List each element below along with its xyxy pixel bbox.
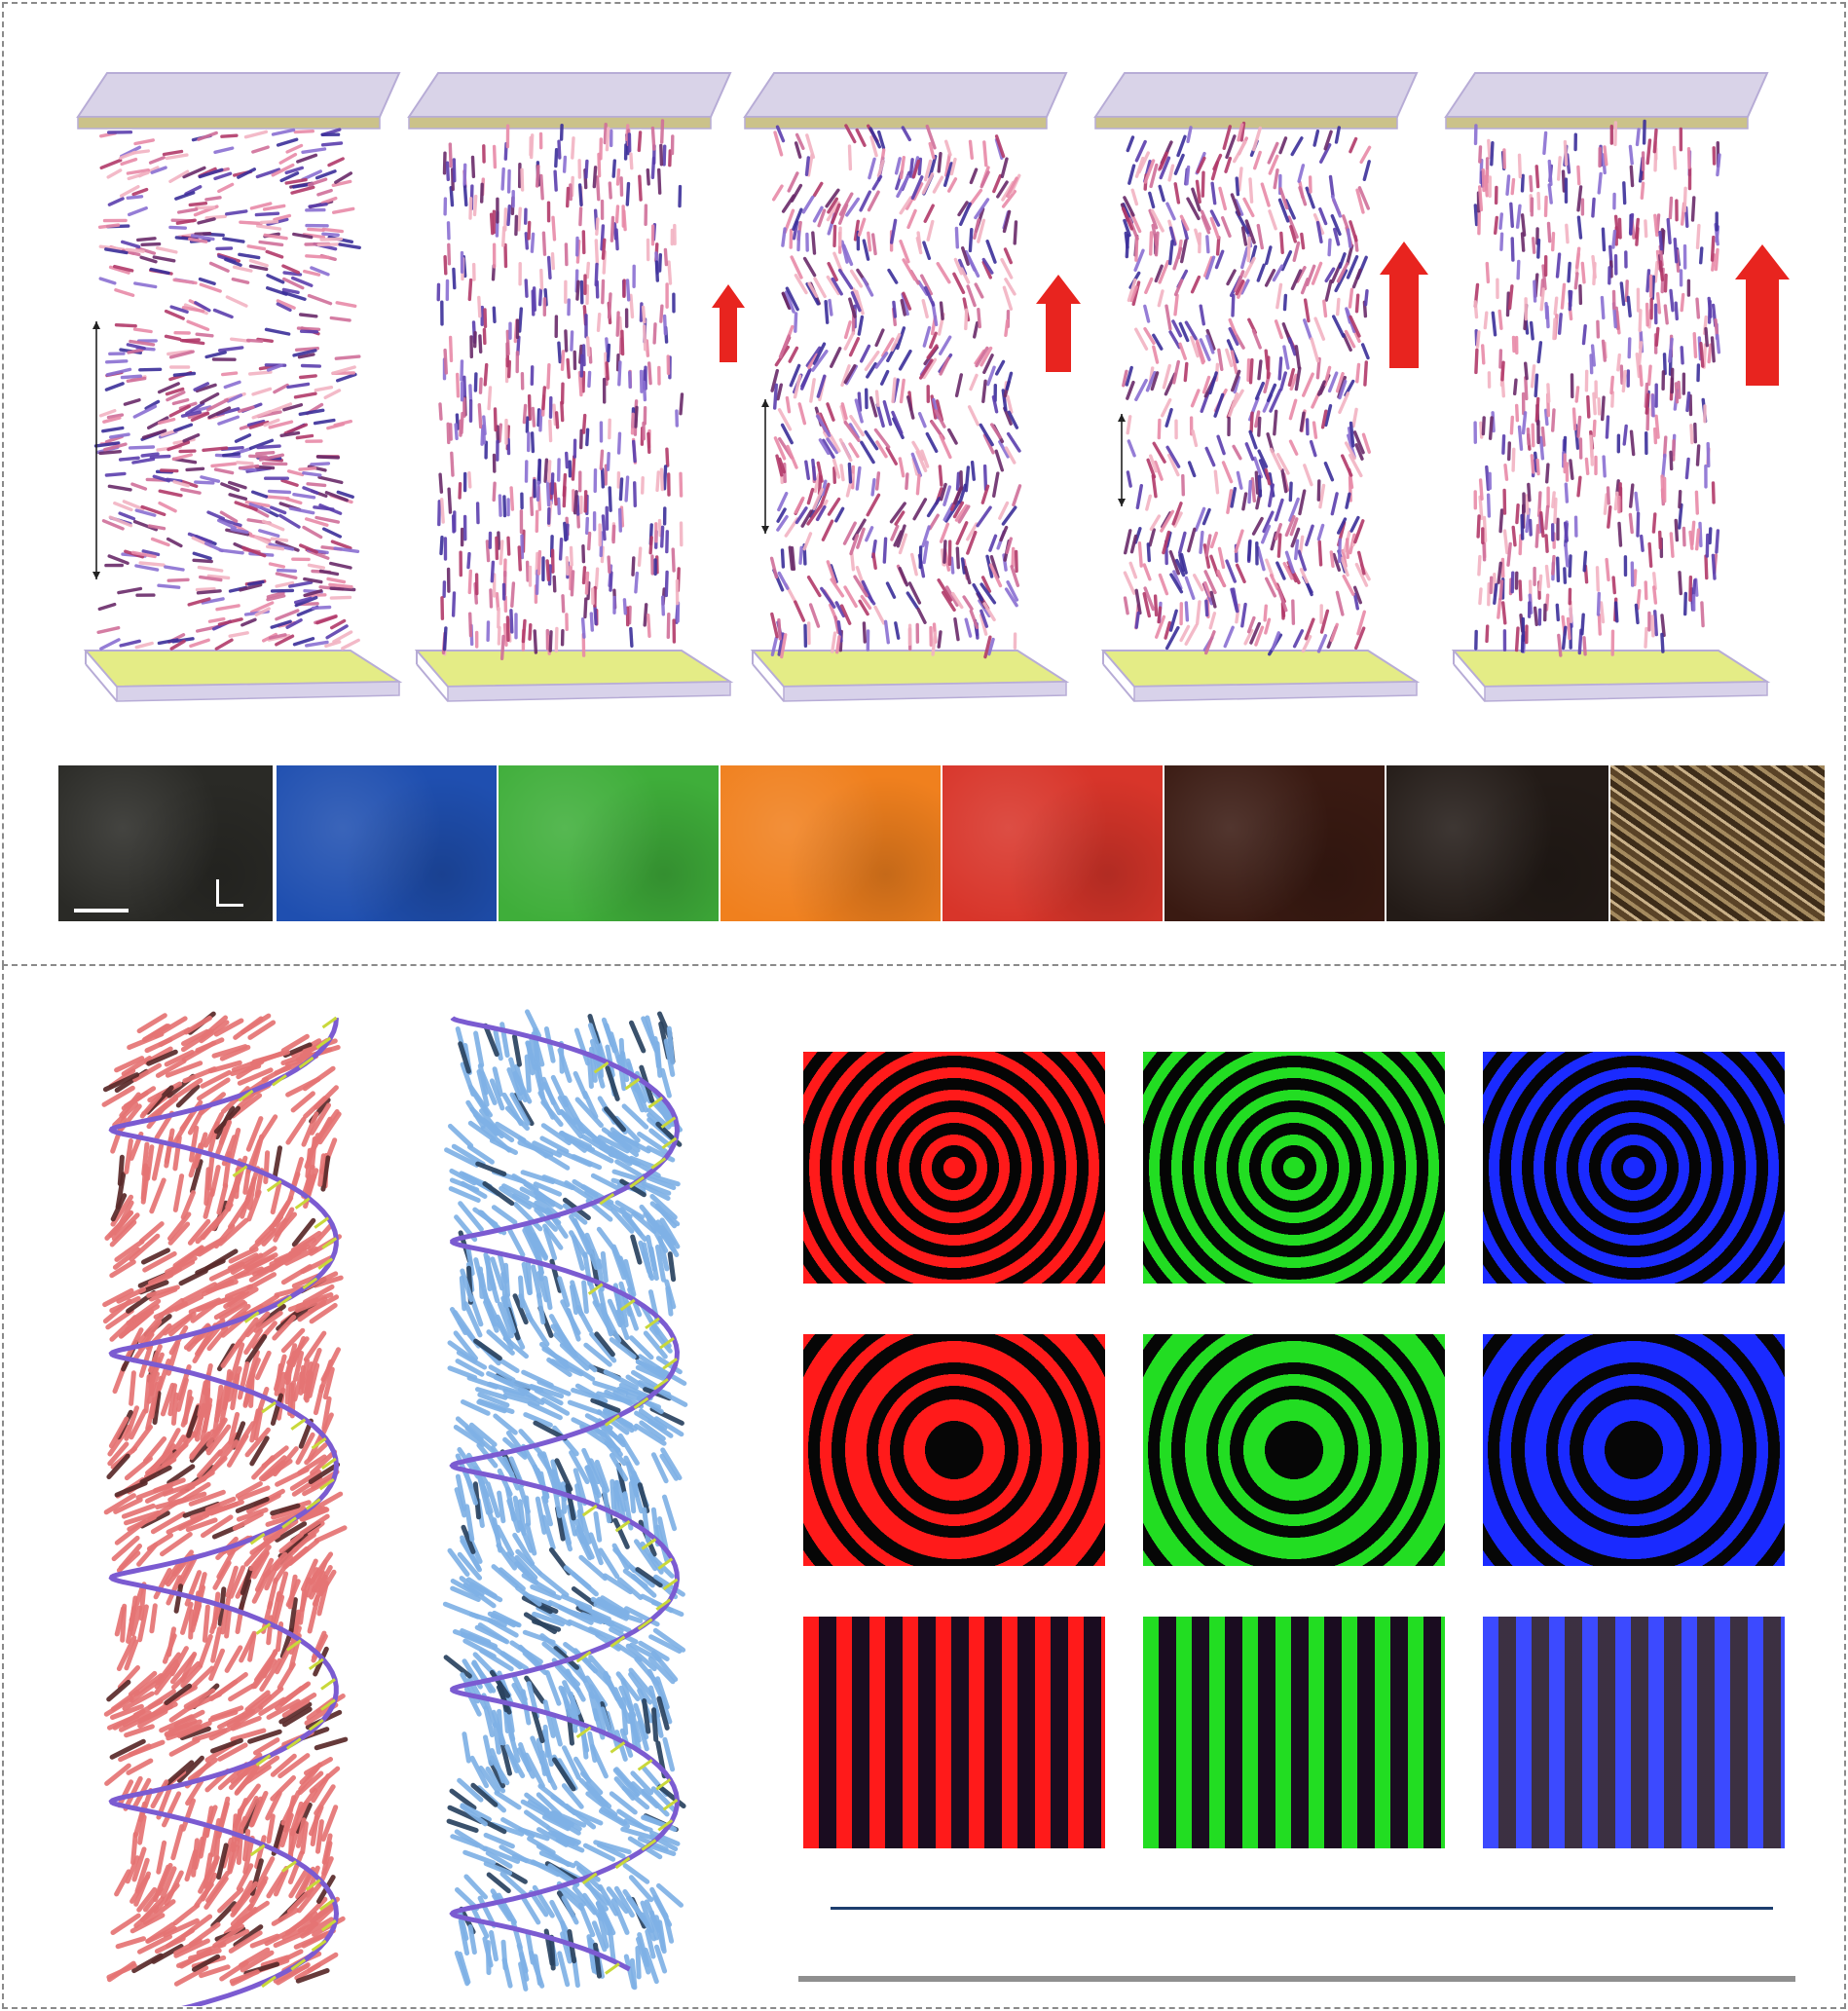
blue-line (831, 1907, 1773, 1910)
pattern-stripes-2 (1143, 1617, 1445, 1848)
helix-red (101, 1011, 349, 2006)
field-arrow-icon (1380, 242, 1428, 368)
pattern-rings-2 (1143, 1052, 1445, 1284)
scale-bar (74, 909, 129, 912)
pattern-stripes-3 (1483, 1617, 1785, 1848)
micrograph-tile-1 (58, 765, 273, 921)
micrograph-tile-7 (1386, 765, 1608, 921)
polarizer-icon (216, 879, 243, 907)
bottom-panel (2, 964, 1846, 2009)
pattern-rings-dark-center-2 (1143, 1334, 1445, 1566)
lc-molecules (436, 119, 684, 660)
lc-cell-3 (743, 72, 1081, 702)
lc-cells-diagram (76, 72, 1790, 702)
micrograph-tile-2 (277, 765, 497, 921)
pitch-arrow (761, 399, 769, 534)
pitch-arrow (1118, 414, 1126, 506)
field-arrow-icon (1735, 244, 1790, 386)
pattern-rings-1 (803, 1052, 1105, 1284)
field-arrow-icon (712, 284, 745, 362)
lc-molecules (93, 128, 361, 651)
lc-molecules (1473, 119, 1721, 657)
micrograph-tile-8 (1610, 765, 1825, 921)
micrograph-tile-6 (1164, 765, 1385, 921)
lc-cell-2 (407, 72, 745, 702)
lc-molecules (1120, 121, 1372, 656)
pitch-arrow (92, 321, 100, 579)
lc-cell-5 (1444, 72, 1790, 702)
lc-cell-1 (76, 72, 403, 702)
pattern-rings-3 (1483, 1052, 1785, 1284)
field-arrow-icon (1036, 275, 1081, 372)
micrograph-tile-3 (499, 765, 719, 921)
micrograph-tile-5 (942, 765, 1163, 921)
gray-line (798, 1976, 1795, 1982)
pattern-stripes-1 (803, 1617, 1105, 1848)
helix-diagram (101, 1009, 688, 2006)
helix-blue (442, 1009, 688, 1992)
pattern-rings-dark-center-3 (1483, 1334, 1785, 1566)
pattern-rings-dark-center-1 (803, 1334, 1105, 1566)
lc-cell-4 (1093, 72, 1428, 702)
lc-molecules (769, 124, 1022, 659)
micrograph-tile-4 (721, 765, 941, 921)
